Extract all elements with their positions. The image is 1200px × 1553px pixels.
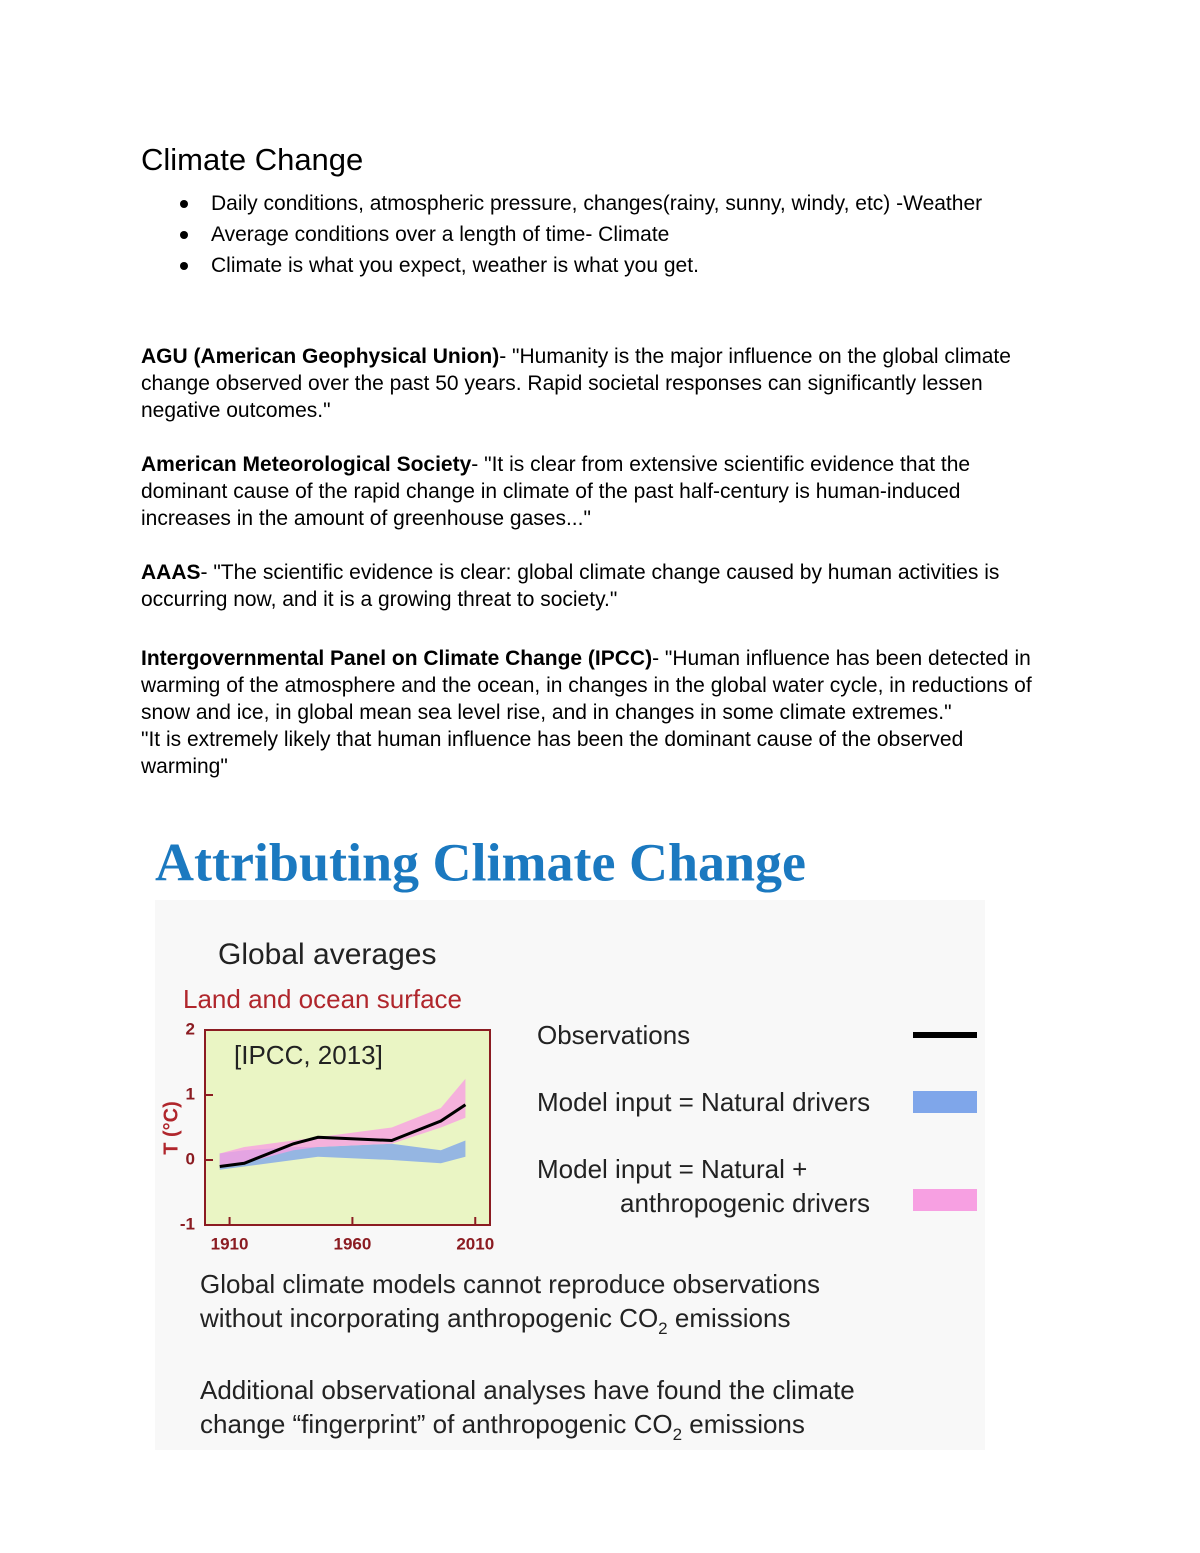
quote: "It is extremely likely that human influ…: [141, 728, 964, 778]
bullet: Average conditions over a length of time…: [141, 219, 1021, 250]
lead: American Meteorological Society: [141, 453, 472, 476]
y-tick-label: 1: [186, 1084, 195, 1103]
lead: AGU (American Geophysical Union): [141, 345, 500, 368]
paragraph: Intergovernmental Panel on Climate Chang…: [141, 645, 1041, 780]
paragraph: AGU (American Geophysical Union)- "Human…: [141, 343, 1041, 424]
caption-text: Global climate models cannot reproduce o…: [200, 1269, 821, 1333]
y-tick-label: 2: [186, 1019, 195, 1038]
legend-label: Observations: [537, 1020, 691, 1050]
chart-title: Global averages: [218, 938, 436, 971]
figure: Attributing Climate Change Global averag…: [150, 820, 990, 1450]
chart-subtitle: Land and ocean surface: [183, 984, 462, 1014]
caption-text: Additional observational analyses have f…: [200, 1375, 855, 1439]
model-band: [219, 1078, 466, 1167]
caption-text: emissions: [667, 1303, 791, 1333]
y-axis-label: T (°C): [160, 1101, 182, 1155]
x-tick-label: 1910: [211, 1234, 249, 1253]
lead: AAAS: [141, 561, 201, 584]
observation-line: [219, 1103, 467, 1168]
caption: Global climate models cannot reproduce o…: [200, 1267, 890, 1338]
legend-label: Model input = Natural + anthropogenic dr…: [537, 1154, 871, 1218]
chart: Attributing Climate Change Global averag…: [155, 832, 977, 1253]
legend-label: Model input = Natural drivers: [537, 1087, 871, 1117]
quote: - "Humanity is the major influence on th…: [141, 345, 1011, 422]
bullet: Climate is what you expect, weather is w…: [141, 250, 1021, 281]
bullet-list: Daily conditions, atmospheric pressure, …: [141, 188, 1021, 281]
figure-heading: Attributing Climate Change: [155, 832, 806, 892]
plot-area: [205, 1030, 490, 1225]
paragraph: AAAS- "The scientific evidence is clear:…: [141, 559, 1041, 613]
y-tick-label: -1: [180, 1214, 195, 1233]
subscript: 2: [672, 1425, 683, 1444]
caption-text: emissions: [682, 1409, 805, 1439]
subscript: 2: [658, 1319, 668, 1338]
quote: - "Human influence has been detected in …: [141, 647, 1032, 724]
quote: - "The scientific evidence is clear: glo…: [141, 561, 1000, 611]
caption: Additional observational analyses have f…: [200, 1373, 920, 1444]
model-band: [219, 1140, 466, 1170]
quote: - "It is clear from extensive scientific…: [141, 453, 971, 530]
doc-title: Climate Change: [141, 142, 364, 177]
bullet: Daily conditions, atmospheric pressure, …: [141, 188, 1021, 219]
legend-swatch: [913, 1091, 977, 1113]
x-tick-label: 1960: [333, 1234, 371, 1253]
annotation: [IPCC, 2013]: [234, 1040, 383, 1070]
plot-frame: [204, 1029, 491, 1226]
paragraph: American Meteorological Society- "It is …: [141, 451, 1041, 532]
x-tick-label: 2010: [456, 1234, 494, 1253]
lead: Intergovernmental Panel on Climate Chang…: [141, 647, 653, 670]
y-tick-label: 0: [186, 1149, 195, 1168]
legend-swatch: [913, 1189, 977, 1211]
